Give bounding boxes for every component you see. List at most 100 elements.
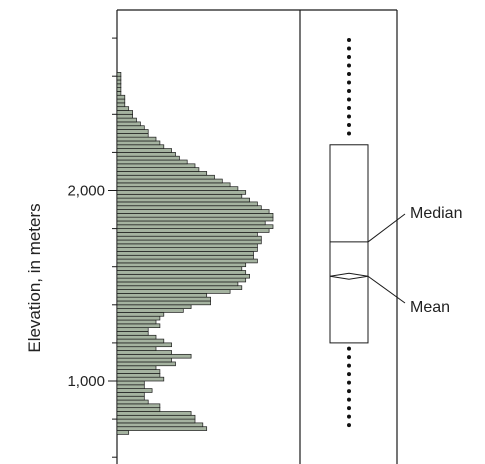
annotations: Median Mean — [367, 205, 462, 316]
histogram-bar — [116, 205, 262, 210]
histogram-bar — [116, 209, 270, 214]
histogram-bar — [116, 373, 161, 378]
histogram-bar — [116, 289, 231, 294]
histogram-bar — [116, 384, 145, 389]
histogram-bar — [116, 106, 130, 111]
histogram-bar — [116, 197, 250, 203]
histogram-bar — [116, 193, 243, 199]
histogram-bar — [116, 365, 157, 370]
histogram-bar — [116, 258, 258, 264]
histogram-bar — [116, 232, 258, 237]
histogram-bar — [116, 79, 122, 85]
upper-whisker-dot — [347, 106, 351, 111]
histogram-bar — [116, 87, 122, 92]
histogram-bar — [116, 133, 149, 138]
histogram-bar — [116, 144, 165, 149]
histogram-bar — [116, 94, 126, 100]
lower-whisker-dot — [347, 423, 351, 428]
histogram-bar — [116, 312, 165, 317]
histogram-bar — [116, 140, 161, 146]
histogram-bar — [116, 83, 122, 88]
upper-whisker-dot — [347, 97, 351, 102]
histogram-bar — [116, 171, 208, 176]
histogram-bar — [116, 216, 274, 222]
upper-whisker-dot — [347, 80, 351, 85]
histogram-bar — [116, 285, 243, 290]
histogram-bar — [116, 228, 270, 233]
lower-whisker-dot — [347, 346, 351, 351]
histogram-bars — [116, 72, 274, 435]
upper-whisker-dot — [347, 46, 351, 51]
histogram-bar — [116, 357, 172, 363]
histogram-bar — [116, 251, 254, 256]
histogram-bar — [116, 281, 239, 287]
histogram-bar — [116, 395, 145, 401]
upper-whisker-dot — [347, 131, 351, 136]
histogram-bar — [116, 220, 266, 226]
histogram-bar — [116, 403, 161, 409]
histogram-bar — [116, 213, 274, 218]
histogram-panel: 1,000 2,000 — [67, 9, 301, 464]
histogram-bar — [116, 418, 196, 424]
histogram-bar — [116, 315, 161, 321]
histogram-bar — [116, 75, 122, 81]
histogram-bar — [116, 121, 141, 127]
median-leader-line — [367, 213, 406, 243]
histogram-bar — [116, 338, 165, 344]
histogram-bar — [116, 186, 239, 191]
upper-whisker-dot — [347, 55, 351, 60]
histogram-bar — [116, 167, 200, 172]
histogram-bar — [116, 273, 250, 279]
histogram-bar — [116, 388, 153, 393]
lower-whisker-dot — [347, 380, 351, 385]
histogram-bar — [116, 334, 157, 340]
histogram-bar — [116, 361, 176, 367]
histogram-bar — [116, 148, 172, 153]
histogram-bar — [116, 136, 157, 142]
histogram-bar — [116, 308, 184, 313]
histogram-bar — [116, 346, 157, 351]
histogram-bar — [116, 98, 126, 104]
histogram-bar — [116, 224, 274, 229]
histogram-bar — [116, 426, 208, 431]
lower-whisker-dot — [347, 389, 351, 394]
histogram-bar — [116, 304, 192, 309]
histogram-bar — [116, 182, 231, 188]
boxplot-panel — [300, 9, 398, 464]
histogram-bar — [116, 247, 258, 252]
mean-leader-line — [367, 275, 406, 304]
histogram-bar — [116, 163, 196, 168]
y-tick-label: 2,000 — [67, 183, 105, 200]
histogram-bar — [116, 392, 145, 397]
histogram-bar — [116, 369, 161, 374]
histogram-bar — [116, 331, 149, 336]
lower-whisker-dot — [347, 397, 351, 402]
histogram-bar — [116, 159, 188, 165]
histogram-bar — [116, 129, 149, 134]
histogram-bar — [116, 296, 211, 302]
histogram-bar — [116, 411, 192, 416]
histogram-bar — [116, 110, 133, 115]
histogram-bar — [116, 125, 145, 130]
y-axis-label: Elevation, in meters — [25, 203, 44, 352]
histogram-bar — [116, 350, 172, 355]
histogram-bar — [116, 422, 204, 428]
histogram-bar — [116, 414, 196, 420]
histogram-bar — [116, 190, 247, 195]
upper-whisker-dot — [347, 114, 351, 119]
histogram-bar — [116, 319, 157, 325]
upper-whisker-dot — [347, 89, 351, 94]
histogram-bar — [116, 152, 176, 157]
lower-whisker-dot — [347, 355, 351, 360]
histogram-bar — [116, 270, 247, 275]
histogram-bar — [116, 155, 180, 161]
histogram-bar — [116, 102, 126, 108]
histogram-bar — [116, 342, 172, 348]
histogram-bar — [116, 376, 165, 382]
histogram-bar — [116, 353, 192, 359]
histogram-bar — [116, 300, 211, 306]
histogram-bar — [116, 277, 247, 283]
lower-whisker-dot — [347, 414, 351, 419]
histogram-bar — [116, 327, 149, 332]
